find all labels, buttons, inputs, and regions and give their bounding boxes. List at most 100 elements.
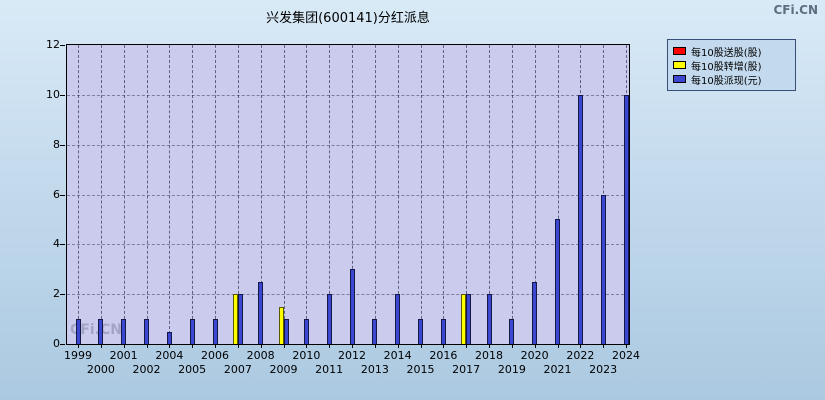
- x-tick-label: 2024: [612, 349, 640, 362]
- y-tick: [60, 144, 65, 146]
- x-tick-label: 2022: [566, 349, 595, 362]
- h-gridline: [67, 94, 629, 96]
- y-tick: [60, 244, 65, 246]
- dividend-bar: [237, 294, 243, 344]
- blue-swatch-icon: [673, 75, 686, 83]
- v-gridline: [534, 45, 536, 344]
- x-tick-label: 2021: [543, 363, 572, 376]
- v-gridline: [489, 45, 490, 344]
- x-tick-label: 2018: [475, 349, 503, 362]
- x-tick-label: 2014: [383, 349, 412, 362]
- legend-label-cash-dividend: 每10股派现(元): [691, 75, 762, 87]
- dividend-bar: [418, 319, 423, 344]
- legend-item-conversion-shares: 每10股转增(股): [673, 58, 790, 73]
- x-tick-label: 2002: [132, 363, 161, 376]
- x-tick: [397, 344, 399, 348]
- x-tick: [329, 344, 331, 348]
- x-tick: [489, 344, 490, 348]
- legend-label-bonus-shares: 每10股送股(股): [691, 47, 762, 59]
- v-gridline: [237, 45, 239, 344]
- v-gridline: [329, 45, 331, 344]
- dividend-bar: [326, 294, 332, 344]
- x-tick: [352, 344, 353, 348]
- legend: 每10股送股(股) 每10股转增(股) 每10股派现(元): [667, 39, 796, 91]
- dividend-bar: [623, 94, 629, 344]
- legend-item-bonus-shares: 每10股送股(股): [673, 44, 790, 59]
- x-tick-label: 2007: [223, 363, 252, 376]
- dividend-bar: [509, 319, 515, 344]
- v-gridline: [123, 45, 125, 344]
- x-tick: [626, 344, 627, 348]
- dividend-bar: [75, 319, 81, 344]
- chart-title: 兴发集团(600141)分红派息: [266, 11, 430, 26]
- x-tick: [580, 344, 582, 348]
- x-tick: [169, 344, 171, 348]
- x-tick-label: 2015: [406, 363, 435, 376]
- v-gridline: [557, 45, 559, 344]
- dividend-bar: [461, 294, 467, 344]
- x-tick-label: 2017: [452, 363, 481, 376]
- x-tick-label: 2000: [86, 363, 115, 376]
- v-gridline: [466, 45, 468, 344]
- x-tick: [374, 344, 376, 348]
- h-gridline: [67, 194, 629, 196]
- dividend-bar: [440, 319, 446, 344]
- red-swatch-icon: [673, 47, 686, 55]
- dividend-bar: [395, 294, 401, 344]
- x-tick-label: 2001: [109, 349, 138, 362]
- x-tick-label: 2019: [497, 363, 526, 376]
- v-gridline: [511, 45, 513, 344]
- v-gridline: [100, 45, 102, 344]
- v-gridline: [420, 45, 422, 344]
- x-tick-label: 2006: [201, 349, 229, 362]
- x-tick: [283, 344, 285, 348]
- y-tick: [60, 194, 65, 196]
- v-gridline: [146, 45, 148, 344]
- v-gridline: [306, 45, 308, 344]
- x-tick-label: 2010: [292, 349, 321, 362]
- dividend-bar: [166, 331, 172, 344]
- x-tick-label: 1999: [64, 349, 92, 362]
- v-gridline: [169, 45, 171, 344]
- dividend-bar: [532, 281, 538, 344]
- dividend-bar: [372, 319, 378, 344]
- v-gridline: [260, 45, 262, 344]
- v-gridline: [78, 45, 79, 344]
- v-gridline: [283, 45, 285, 344]
- x-tick: [420, 344, 422, 348]
- dividend-bar: [232, 294, 238, 344]
- dividend-bar: [189, 319, 195, 344]
- x-tick: [534, 344, 536, 348]
- x-tick: [192, 344, 194, 348]
- v-gridline: [215, 45, 216, 344]
- dividend-bar: [486, 294, 492, 344]
- plot-area: CFi.CN: [66, 44, 630, 345]
- dividend-bar: [212, 319, 218, 344]
- x-tick-label: 2012: [338, 349, 366, 362]
- x-tick-label: 2004: [155, 349, 184, 362]
- cfi-watermark: CFi.CN: [70, 322, 122, 338]
- x-tick: [466, 344, 468, 348]
- h-gridline: [67, 144, 629, 146]
- dividend-bar: [258, 281, 264, 344]
- dividend-bar: [303, 319, 309, 344]
- cfi-logo: CFi.CN: [773, 3, 818, 17]
- dividend-bar: [283, 319, 289, 344]
- y-tick-label: 4: [53, 237, 60, 251]
- v-gridline: [374, 45, 376, 344]
- dividend-bar: [121, 319, 127, 344]
- y-tick-label: 6: [53, 187, 60, 201]
- h-gridline: [67, 294, 629, 296]
- x-tick-label: 2023: [589, 363, 618, 376]
- dividend-bar: [278, 306, 284, 344]
- x-tick: [557, 344, 559, 348]
- x-tick-label: 2008: [246, 349, 275, 362]
- x-tick: [260, 344, 262, 348]
- h-gridline: [67, 244, 629, 246]
- y-tick-label: 2: [53, 287, 60, 301]
- v-gridline: [352, 45, 353, 344]
- x-tick: [146, 344, 148, 348]
- dividend-bar: [577, 94, 583, 344]
- x-tick: [511, 344, 513, 348]
